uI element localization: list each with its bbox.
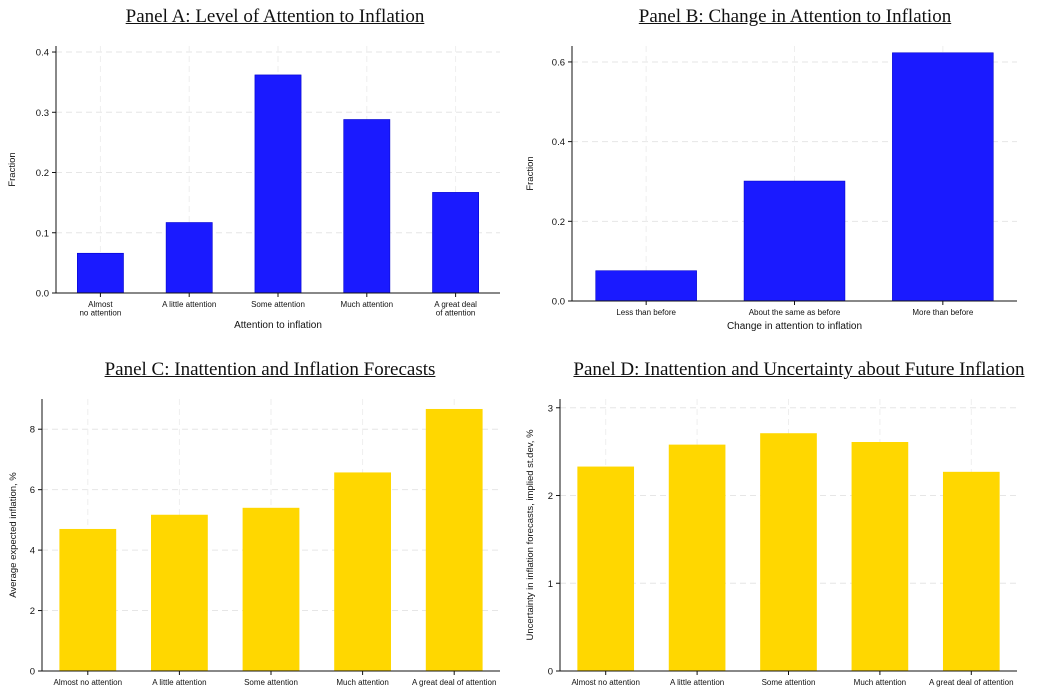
y-tick-label: 0.4 <box>552 137 565 148</box>
x-tick-label: A little attention <box>162 300 216 309</box>
x-axis-label: Attention to inflation <box>234 320 322 331</box>
panel-b-title: Panel B: Change in Attention to Inflatio… <box>638 6 952 27</box>
y-tick-label: 0.0 <box>36 289 49 300</box>
y-tick-label: 0.6 <box>552 57 565 68</box>
y-tick-label: 0 <box>548 667 553 678</box>
x-tick-label: A great deal of attention <box>434 300 477 318</box>
bar <box>743 180 846 302</box>
y-axis-label: Fraction <box>7 152 18 186</box>
panel-a-title: Panel A: Level of Attention to Inflation <box>125 6 425 27</box>
y-tick-label: 0.2 <box>552 217 565 228</box>
y-tick-label: 2 <box>30 606 35 617</box>
x-tick-label: About the same as before <box>749 308 841 317</box>
y-tick-label: 0.0 <box>552 297 565 308</box>
x-tick-label: Less than before <box>616 308 676 317</box>
bar <box>425 408 483 671</box>
bar <box>151 514 208 671</box>
y-tick-label: 0.3 <box>36 108 49 119</box>
bar <box>668 444 726 671</box>
x-tick-label: A great deal of attention <box>929 678 1014 687</box>
x-tick-label: A little attention <box>670 678 724 687</box>
y-axis-label: Average expected inflation, % <box>8 472 19 598</box>
y-axis-label: Uncertainty in inflation forecasts, impl… <box>525 429 536 641</box>
bar <box>577 466 635 671</box>
panel-c-title: Panel C: Inattention and Inflation Forec… <box>104 359 436 380</box>
x-tick-label: Almost no attention <box>54 678 122 687</box>
y-tick-label: 0.4 <box>36 48 49 59</box>
bar <box>432 192 479 294</box>
x-tick-label: Some attention <box>762 678 816 687</box>
x-tick-label: Much attention <box>341 300 393 309</box>
bar <box>851 441 909 671</box>
bar <box>77 252 124 294</box>
y-tick-label: 1 <box>548 579 553 590</box>
x-tick-label: Some attention <box>251 300 305 309</box>
y-tick-label: 2 <box>548 491 553 502</box>
x-tick-label: Much attention <box>854 678 906 687</box>
x-tick-label: A great deal of attention <box>412 678 497 687</box>
x-tick-label: Almost no attention <box>571 678 639 687</box>
y-tick-label: 0.2 <box>36 168 49 179</box>
bar <box>942 471 1000 671</box>
bar <box>760 433 817 671</box>
x-tick-label: Much attention <box>336 678 388 687</box>
x-tick-label: A little attention <box>152 678 206 687</box>
y-axis-label: Fraction <box>525 156 536 190</box>
bar <box>242 507 300 671</box>
bar <box>254 74 302 294</box>
bar <box>59 528 117 671</box>
panel-d-title: Panel D: Inattention and Uncertainty abo… <box>573 359 1025 380</box>
bar <box>595 270 697 302</box>
y-tick-label: 6 <box>30 485 35 496</box>
x-axis-label: Change in attention to inflation <box>727 321 862 332</box>
y-tick-label: 0.1 <box>36 228 49 239</box>
y-tick-label: 4 <box>30 546 35 557</box>
x-tick-label: Almost no attention <box>79 300 121 318</box>
x-tick-label: More than before <box>912 308 973 317</box>
y-tick-label: 0 <box>30 667 35 678</box>
bar <box>892 52 994 302</box>
x-tick-label: Some attention <box>244 678 298 687</box>
y-tick-label: 3 <box>548 403 553 414</box>
y-tick-label: 8 <box>30 425 35 436</box>
bar <box>165 222 213 294</box>
bar <box>334 472 391 671</box>
bar <box>343 119 391 294</box>
